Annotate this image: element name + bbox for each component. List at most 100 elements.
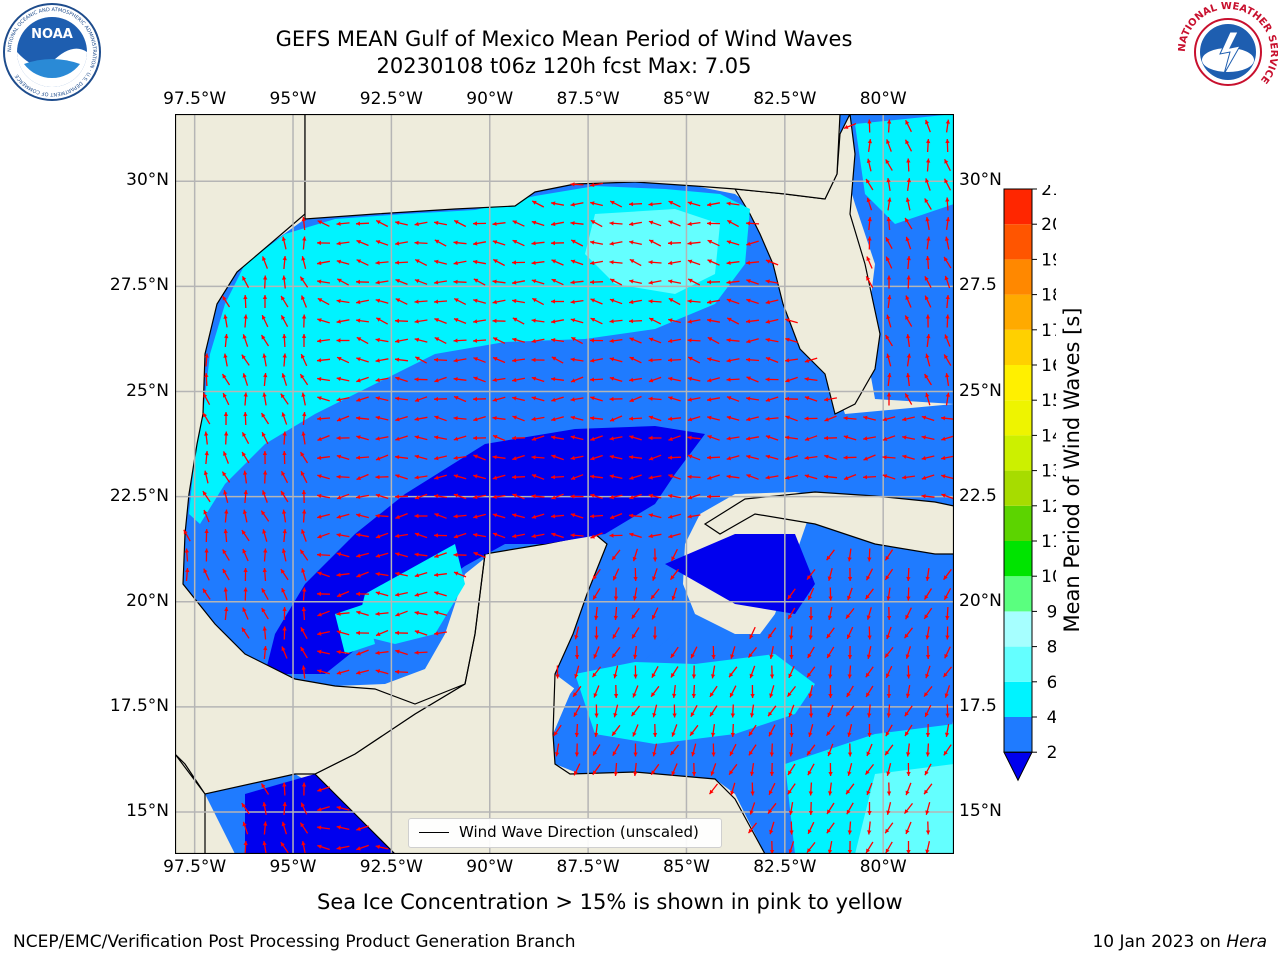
colorbar-tick-label: 2 [1047,743,1056,763]
wind-wave-arrow [223,314,228,328]
wind-wave-arrow [824,415,837,422]
wind-wave-arrow [572,685,582,698]
wind-wave-arrow [687,356,701,364]
wind-wave-arrow [243,489,248,504]
wind-wave-arrow [827,704,834,718]
wind-wave-arrow [185,567,190,582]
wind-wave-arrow [280,490,289,503]
wind-wave-arrow [746,279,759,285]
wind-wave-arrow [531,200,545,208]
wind-wave-arrow [745,396,760,401]
wind-wave-arrow [202,412,211,425]
wind-wave-arrow [531,376,545,383]
wind-wave-arrow [906,567,911,582]
wind-wave-arrow [668,376,681,382]
latitude-tick-label: 25°N [959,380,1002,401]
wind-wave-arrow [472,396,487,402]
wind-wave-arrow [317,532,330,539]
wind-wave-arrow [804,377,818,382]
wind-wave-arrow [243,840,248,854]
wind-wave-arrow [847,840,853,854]
wind-wave-arrow [671,548,678,562]
wind-wave-arrow [414,356,428,364]
wind-wave-arrow [223,587,228,601]
wind-wave-arrow [886,704,891,718]
wind-wave-arrow [843,416,857,421]
wind-wave-arrow [317,474,330,480]
wind-wave-arrow [531,474,545,480]
wind-wave-arrow [414,571,428,578]
wind-wave-arrow [707,259,720,266]
wind-wave-arrow [745,260,760,265]
wind-wave-arrow [531,338,545,344]
wind-wave-arrow [282,275,287,289]
wind-wave-arrow [904,393,913,405]
wind-wave-arrow [768,724,776,737]
noaa-logo-text: NOAA [31,27,73,42]
wind-wave-arrow [453,455,467,460]
wind-wave-arrow [788,665,795,679]
wind-wave-arrow [629,493,642,500]
wind-wave-arrow [925,119,931,133]
wind-wave-arrow [906,587,911,601]
wind-wave-arrow [906,841,911,854]
wind-wave-arrow [784,396,799,402]
wind-wave-arrow [592,763,601,776]
wind-wave-arrow [492,455,506,460]
wind-wave-arrow [473,357,486,363]
wind-wave-arrow [828,782,833,796]
wind-wave-arrow [745,436,760,441]
colorbar-segment [1004,470,1032,506]
wind-wave-arrow [590,474,603,479]
wind-wave-arrow [570,494,584,499]
wind-wave-arrow [336,259,350,265]
wind-wave-arrow [906,158,911,172]
wind-wave-arrow [847,587,853,601]
wind-wave-arrow [629,395,642,403]
host-name: Hera [1226,932,1267,952]
wind-wave-arrow [302,509,307,523]
wind-wave-arrow [667,338,682,343]
wind-wave-arrow [394,260,409,265]
latitude-tick-label: 15°N [126,800,169,821]
wind-wave-arrow [301,431,306,445]
wind-wave-arrow [570,280,584,285]
wind-wave-arrow [726,219,740,228]
latitude-tick-label: 17.5°N [109,695,169,716]
wind-wave-arrow [847,567,853,582]
wind-wave-arrow [472,532,487,538]
wind-wave-arrow [711,743,716,757]
wind-wave-arrow [707,435,720,441]
wind-wave-arrow [594,606,599,621]
wind-wave-arrow [648,475,662,480]
wind-wave-arrow [906,743,911,757]
wind-wave-arrow [629,474,642,480]
wind-wave-arrow [668,297,681,306]
wind-wave-arrow [221,295,231,308]
wind-wave-arrow [594,626,599,640]
wind-wave-arrow [671,587,678,601]
wind-wave-arrow [826,802,835,815]
wind-wave-arrow [847,724,853,737]
wind-wave-arrow [394,630,409,636]
wind-wave-arrow [414,610,428,616]
wind-wave-arrow [887,119,892,133]
wind-wave-arrow [222,392,230,406]
wind-wave-arrow [511,533,526,539]
wind-wave-arrow [672,685,677,698]
wind-wave-arrow [668,396,681,402]
wind-wave-arrow [414,532,428,539]
wind-wave-arrow [765,299,779,305]
wind-wave-arrow [670,666,679,678]
wind-wave-arrow [923,783,933,795]
colorbar-segment [1004,505,1032,541]
wind-wave-arrow [473,454,486,461]
wind-wave-arrow [648,533,662,539]
wind-wave-arrow [356,336,369,345]
wind-wave-arrow [709,705,718,717]
wind-wave-arrow [945,294,950,309]
wind-wave-arrow [945,197,950,211]
wind-wave-arrow [906,665,911,679]
wind-wave-arrow [944,275,951,289]
wind-wave-arrow [691,684,696,699]
